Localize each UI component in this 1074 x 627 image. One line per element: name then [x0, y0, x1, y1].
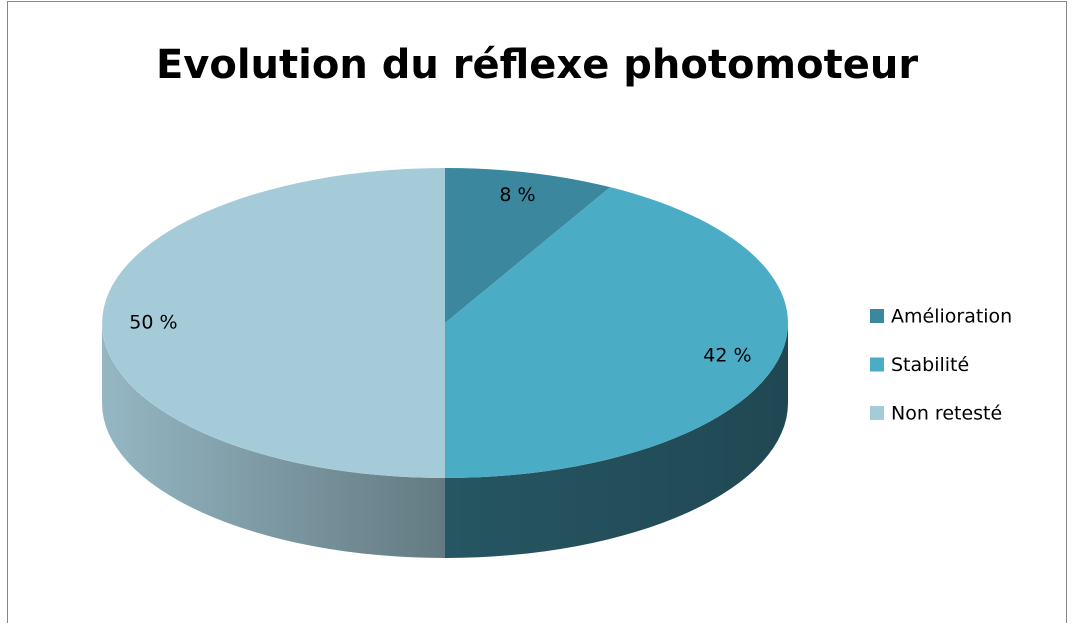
- data-label: 42 %: [703, 344, 751, 366]
- data-label: 50 %: [129, 312, 177, 334]
- chart-title: Evolution du réflexe photomoteur: [156, 42, 918, 88]
- data-label: 8 %: [499, 184, 535, 206]
- legend-label: Non retesté: [891, 403, 1002, 425]
- pie-slice: [445, 187, 788, 478]
- pie-slice: [445, 168, 611, 323]
- legend-swatch: [870, 406, 884, 420]
- legend-label: Stabilité: [891, 354, 969, 376]
- legend-swatch: [870, 309, 884, 323]
- pie-side: [445, 323, 788, 558]
- pie-slice: [102, 168, 445, 478]
- legend-swatch: [870, 357, 884, 372]
- legend-label: Amélioration: [891, 306, 1012, 328]
- pie-side: [102, 323, 445, 558]
